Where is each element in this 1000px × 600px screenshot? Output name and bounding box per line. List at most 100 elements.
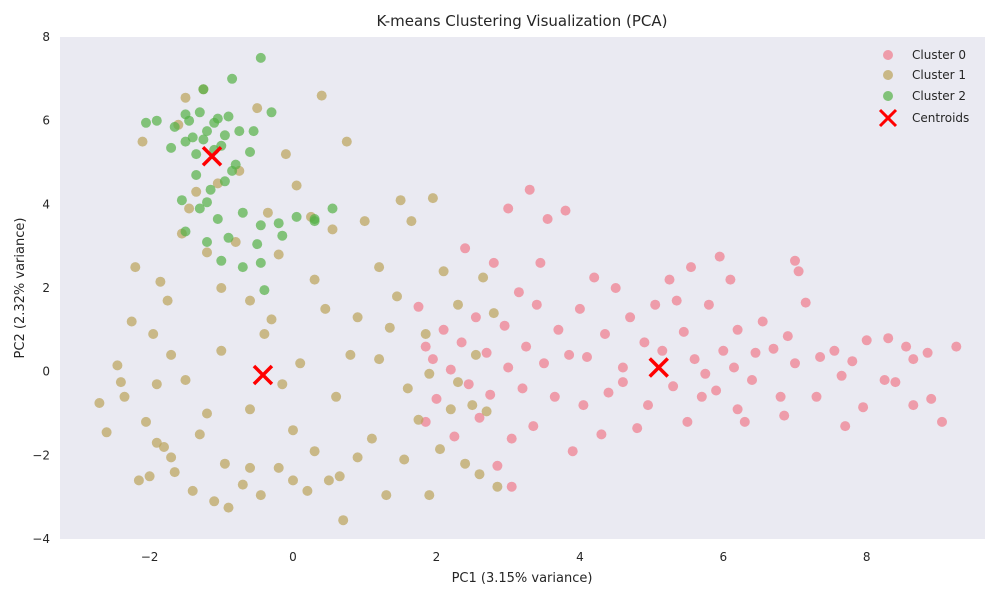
cluster-1-point-68 bbox=[216, 345, 227, 356]
cluster-0-point-16 bbox=[800, 297, 811, 308]
cluster-1-point-41 bbox=[338, 515, 349, 526]
cluster-0-point-58 bbox=[567, 446, 578, 457]
cluster-1-point-55 bbox=[435, 444, 445, 455]
cluster-2-point-46 bbox=[202, 197, 212, 208]
cluster-0-point-39 bbox=[678, 326, 689, 337]
cluster-0-point-6 bbox=[901, 341, 912, 352]
cluster-0-point-92 bbox=[413, 301, 424, 312]
chart-title: K-means Clustering Visualization (PCA) bbox=[377, 12, 668, 30]
cluster-1-point-60 bbox=[470, 349, 481, 360]
cluster-0-point-60 bbox=[560, 205, 571, 216]
cluster-0-point-5 bbox=[908, 354, 919, 365]
cluster-1-point-48 bbox=[392, 291, 402, 302]
cluster-0-point-88 bbox=[431, 393, 442, 404]
cluster-0-point-33 bbox=[711, 385, 722, 396]
cluster-0-point-19 bbox=[790, 358, 800, 369]
cluster-2-point-10 bbox=[234, 126, 245, 137]
cluster-0-point-26 bbox=[747, 375, 757, 385]
cluster-2-point-1 bbox=[227, 73, 238, 84]
cluster-2-point-25 bbox=[223, 232, 234, 243]
cluster-1-point-88 bbox=[202, 408, 212, 419]
x-tick-label: 4 bbox=[576, 550, 584, 564]
cluster-2-point-45 bbox=[227, 165, 238, 176]
cluster-0-point-32 bbox=[714, 251, 725, 262]
cluster-2-point-41 bbox=[309, 214, 320, 224]
cluster-2-point-19 bbox=[237, 207, 248, 218]
cluster-1-point-12 bbox=[162, 295, 173, 306]
cluster-2-point-38 bbox=[198, 134, 209, 145]
legend-marker-cluster-2 bbox=[883, 91, 893, 101]
cluster-2-point-16 bbox=[176, 195, 187, 206]
cluster-1-point-35 bbox=[291, 180, 302, 191]
legend-marker-centroids bbox=[878, 108, 898, 128]
cluster-1-point-0 bbox=[94, 398, 105, 408]
cluster-1-point-76 bbox=[352, 312, 363, 323]
cluster-1-point-73 bbox=[245, 404, 255, 415]
cluster-0-point-72 bbox=[506, 433, 517, 444]
cluster-2-point-34 bbox=[180, 109, 191, 120]
cluster-1-point-51 bbox=[413, 414, 424, 425]
cluster-2-point-31 bbox=[141, 117, 151, 128]
cluster-1-point-14 bbox=[169, 467, 180, 478]
cluster-1-point-43 bbox=[352, 452, 363, 463]
cluster-0-point-91 bbox=[420, 341, 431, 352]
cluster-0-point-36 bbox=[689, 354, 700, 365]
cluster-1-point-32 bbox=[273, 462, 284, 473]
cluster-0-point-42 bbox=[664, 274, 675, 285]
cluster-0-point-50 bbox=[610, 283, 621, 293]
cluster-1-point-16 bbox=[180, 92, 191, 103]
cluster-0-point-1 bbox=[937, 416, 947, 427]
cluster-0-point-27 bbox=[739, 416, 750, 427]
cluster-0-point-68 bbox=[524, 184, 535, 195]
cluster-0-point-28 bbox=[732, 324, 743, 335]
cluster-2-point-48 bbox=[252, 239, 263, 250]
legend-marker-cluster-1 bbox=[883, 70, 893, 80]
x-axis-label: PC1 (3.15% variance) bbox=[452, 571, 593, 586]
cluster-0-point-44 bbox=[650, 299, 661, 310]
cluster-1-point-96 bbox=[166, 452, 177, 463]
cluster-0-point-97 bbox=[700, 368, 711, 379]
cluster-0-point-86 bbox=[445, 364, 456, 375]
cluster-1-point-74 bbox=[180, 375, 191, 385]
cluster-0-point-15 bbox=[811, 391, 822, 402]
cluster-0-point-53 bbox=[596, 429, 607, 440]
cluster-2-point-36 bbox=[191, 149, 202, 160]
cluster-2-point-42 bbox=[266, 107, 277, 118]
cluster-0-point-95 bbox=[836, 370, 847, 381]
cluster-1-point-65 bbox=[492, 481, 503, 492]
cluster-1-point-24 bbox=[219, 458, 230, 469]
cluster-2-point-40 bbox=[248, 126, 259, 137]
cluster-0-point-57 bbox=[574, 303, 585, 314]
cluster-2-point-43 bbox=[212, 113, 223, 124]
cluster-1-point-30 bbox=[255, 490, 266, 501]
cluster-0-point-94 bbox=[732, 404, 743, 415]
cluster-1-point-44 bbox=[359, 216, 370, 227]
cluster-2-point-0 bbox=[255, 52, 266, 63]
cluster-0-point-74 bbox=[503, 362, 514, 373]
cluster-0-point-13 bbox=[829, 345, 840, 356]
cluster-0-point-38 bbox=[682, 416, 693, 427]
cluster-1-point-28 bbox=[245, 295, 255, 306]
legend-label-cluster-1: Cluster 1 bbox=[912, 68, 966, 82]
cluster-0-point-29 bbox=[729, 362, 739, 373]
cluster-1-point-13 bbox=[166, 349, 177, 360]
cluster-1-point-37 bbox=[309, 274, 320, 285]
legend: Cluster 0 Cluster 1 Cluster 2 Centroids bbox=[878, 48, 969, 128]
cluster-1-point-6 bbox=[133, 475, 144, 486]
cluster-0-point-0 bbox=[951, 341, 962, 352]
cluster-0-point-14 bbox=[815, 352, 826, 362]
y-tick-label: −4 bbox=[32, 532, 50, 546]
legend-label-cluster-2: Cluster 2 bbox=[912, 89, 966, 103]
cluster-0-point-22 bbox=[775, 391, 786, 402]
cluster-1-point-84 bbox=[345, 349, 356, 360]
cluster-0-point-65 bbox=[535, 257, 546, 268]
cluster-0-point-17 bbox=[793, 266, 804, 277]
cluster-2-point-17 bbox=[194, 203, 205, 214]
cluster-2-point-22 bbox=[291, 211, 302, 222]
cluster-0-point-18 bbox=[790, 255, 800, 266]
cluster-1-point-52 bbox=[420, 329, 431, 339]
cluster-2-point-27 bbox=[216, 255, 227, 266]
cluster-1-point-81 bbox=[309, 446, 320, 457]
cluster-1-point-1 bbox=[101, 427, 112, 438]
legend-label-centroids: Centroids bbox=[912, 111, 969, 125]
